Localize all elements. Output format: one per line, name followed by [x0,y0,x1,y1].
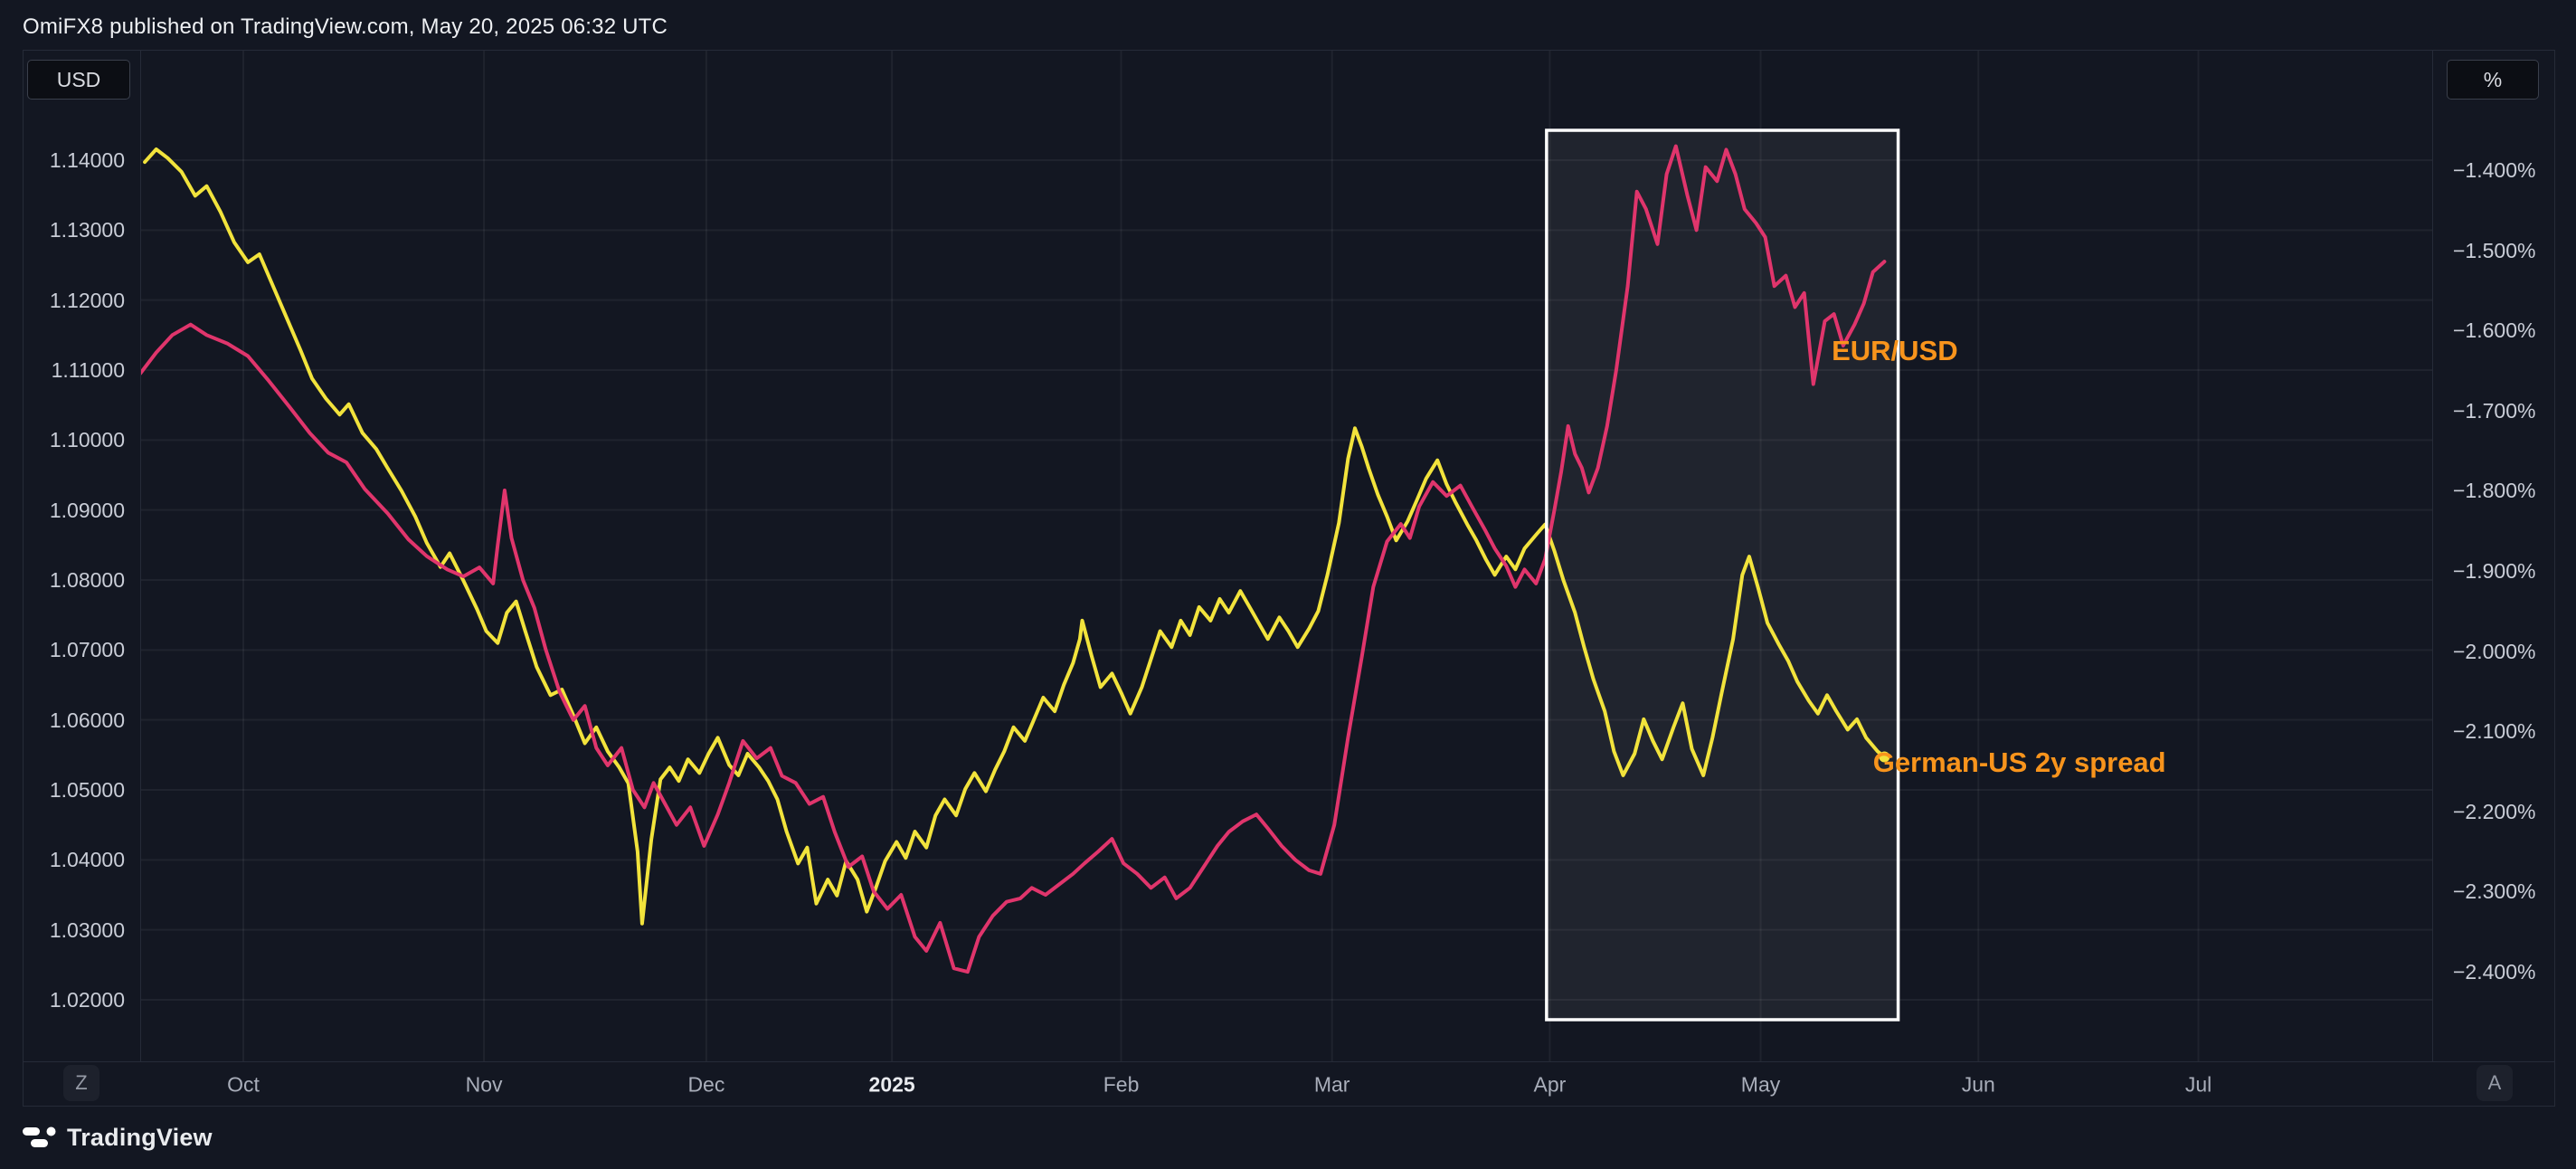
right-axis-tick: −2.300% [2453,879,2536,904]
x-axis-tick-2025: 2025 [868,1072,915,1096]
publish-header: OmiFX8 published on TradingView.com, May… [23,14,668,39]
chart-canvas [140,51,2432,1061]
right-axis-tick: −1.900% [2453,559,2536,583]
left-axis-tick: 1.04000 [49,848,125,872]
right-axis-tick: −1.800% [2453,479,2536,503]
series-label-eur-usd: EUR/USD [1832,334,1958,366]
x-axis-tick-may: May [1740,1072,1781,1096]
right-axis-tick: −2.200% [2453,799,2536,823]
right-axis-tick: −1.600% [2453,318,2536,343]
left-axis-tick: 1.09000 [49,498,125,522]
right-axis-tick: −1.500% [2453,238,2536,262]
auto-scale-button[interactable]: A [2477,1065,2513,1101]
x-axis-tick-nov: Nov [465,1072,503,1096]
left-axis-tick: 1.08000 [49,568,125,592]
left-axis-unit-button[interactable]: USD [27,60,130,100]
left-axis-tick: 1.06000 [49,708,125,732]
left-axis-tick: 1.07000 [49,638,125,662]
left-axis-tick: 1.05000 [49,778,125,802]
left-price-axis[interactable]: USD 1.14000 1.13000 1.12000 1.11000 1.10000 1… [24,51,141,1061]
left-axis-tick: 1.11000 [51,358,125,382]
left-axis-tick: 1.14000 [49,148,125,172]
tradingview-logo-text: TradingView [67,1124,213,1151]
x-axis-tick-oct: Oct [227,1072,260,1096]
right-price-axis[interactable]: % −1.400% −1.500% −1.600% −1.700% −1.800% −1.… [2432,51,2554,1061]
tradingview-footer[interactable]: TradingView [23,1124,213,1152]
x-axis-tick-feb: Feb [1103,1072,1140,1096]
right-axis-tick: −2.100% [2453,719,2536,744]
x-axis-tick-jul: Jul [2184,1072,2212,1096]
x-axis-tick-mar: Mar [1313,1072,1350,1096]
right-axis-tick: −1.400% [2453,158,2536,182]
left-axis-tick: 1.02000 [49,988,125,1012]
right-axis-tick: −2.000% [2453,639,2536,663]
series-label-german-us-2y-spread: German-US 2y spread [1872,746,2166,779]
x-axis-tick-jun: Jun [1961,1072,1995,1096]
x-axis-tick-dec: Dec [687,1072,725,1096]
left-axis-tick: 1.13000 [49,218,125,242]
plot-area[interactable]: EUR/USD German-US 2y spread [140,51,2432,1061]
time-axis[interactable]: Z A Oct Nov Dec 2025 Feb Mar Apr May Jun Jul [24,1061,2554,1107]
left-axis-tick: 1.10000 [49,428,125,452]
right-axis-tick: −2.400% [2453,960,2536,984]
x-axis-tick-apr: Apr [1533,1072,1567,1096]
right-axis-unit-button[interactable]: % [2447,60,2539,100]
chart-panel: EUR/USD German-US 2y spread USD 1.14000 1.… [23,50,2555,1107]
timezone-button[interactable]: Z [63,1065,99,1101]
left-axis-tick: 1.03000 [49,917,125,942]
right-axis-tick: −1.700% [2453,398,2536,423]
tradingview-logo-icon [23,1126,57,1150]
left-axis-tick: 1.12000 [49,288,125,312]
